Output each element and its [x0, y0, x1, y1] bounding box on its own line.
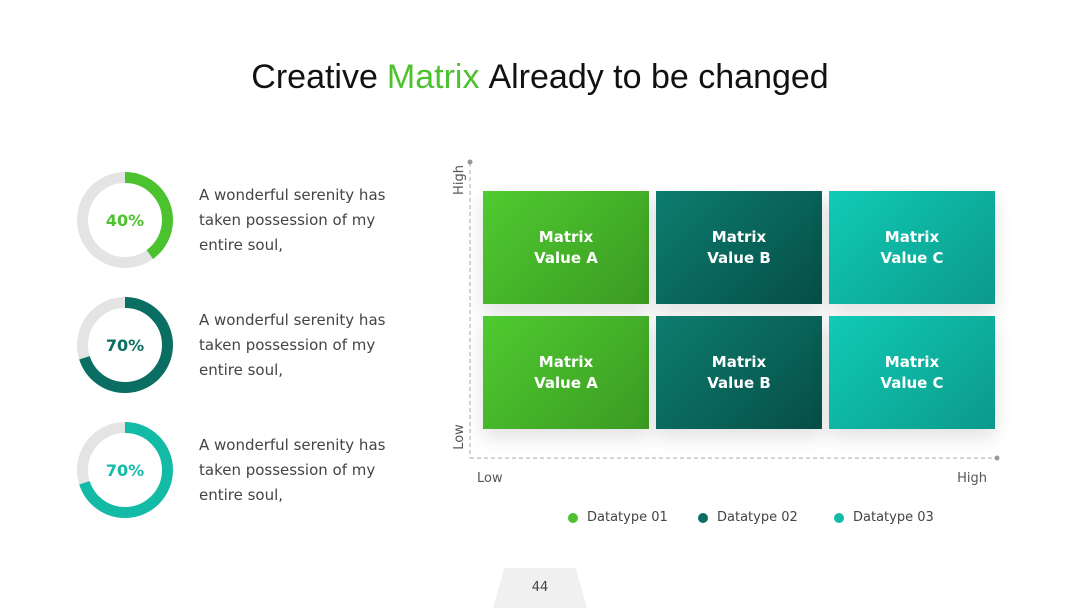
cell-label: Matrix Value B [707, 352, 771, 392]
cell-label: Matrix Value B [707, 227, 771, 267]
cell-label: Matrix Value A [534, 352, 598, 392]
x-axis-label: High [957, 471, 987, 486]
gauge-label: 70% [106, 336, 144, 355]
cell-label: Matrix Value A [534, 227, 598, 267]
matrix-cell: Matrix Value A [483, 316, 649, 429]
legend-dot [698, 512, 708, 523]
axis-end [994, 455, 1000, 461]
axis-end [467, 159, 473, 165]
title: Creative Matrix Already to be changed [0, 58, 1080, 97]
description: A wonderful serenity has taken possessio… [199, 186, 386, 254]
gauge-arc [77, 422, 173, 518]
matrix-cell: Matrix Value C [829, 316, 995, 429]
gauge-label: 40% [106, 211, 144, 230]
cell-label: Matrix Value C [880, 227, 944, 267]
legend-dot [568, 512, 578, 523]
y-axis-label: High [452, 165, 467, 195]
legend-label: Datatype 02 [717, 510, 798, 525]
matrix-cell: Matrix Value B [656, 191, 822, 304]
gauge-label: 70% [106, 461, 144, 480]
gauge-arc [77, 172, 173, 268]
gauge-arc [77, 297, 173, 393]
legend-label: Datatype 03 [853, 510, 934, 525]
description: A wonderful serenity has taken possessio… [199, 311, 386, 379]
y-axis-label: Low [452, 424, 467, 450]
matrix-cell: Matrix Value B [656, 316, 822, 429]
x-axis-label: Low [477, 471, 503, 486]
legend-item: Datatype 03 [834, 510, 934, 525]
page-number: 44 [531, 580, 549, 595]
matrix-cell: Matrix Value C [829, 191, 995, 304]
cell-label: Matrix Value C [880, 352, 944, 392]
matrix-cell: Matrix Value A [483, 191, 649, 304]
legend-item: Datatype 02 [698, 510, 798, 525]
legend-item: Datatype 01 [568, 510, 668, 525]
title-text: Creative [251, 58, 378, 96]
description: A wonderful serenity has taken possessio… [199, 436, 386, 504]
title-highlight: Matrix [386, 58, 480, 96]
page-tab [493, 568, 587, 608]
legend-label: Datatype 01 [587, 510, 668, 525]
legend-dot [834, 512, 844, 523]
title-text: Already to be changed [488, 58, 829, 96]
